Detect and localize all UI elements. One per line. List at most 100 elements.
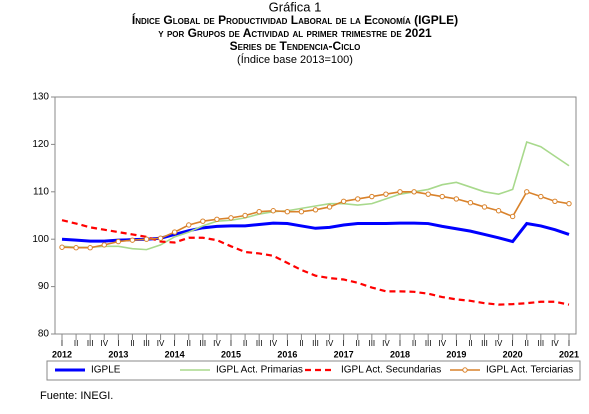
year-label: 2016	[277, 349, 297, 359]
legend-label: IGPL Act. Primarias	[216, 365, 303, 376]
year-label: 2015	[221, 349, 241, 359]
series-marker	[298, 209, 305, 215]
series-marker	[171, 229, 178, 235]
series-marker	[157, 235, 164, 241]
legend-marker	[462, 367, 468, 373]
series-marker	[481, 204, 488, 210]
x-tick-label: IV	[438, 339, 446, 348]
x-tick-label: IV	[495, 339, 503, 348]
series-marker	[326, 204, 333, 210]
year-label: 2019	[446, 349, 466, 359]
series-marker	[284, 209, 291, 215]
series-marker	[270, 208, 276, 214]
series-line	[61, 141, 570, 251]
series-note: Series de Tendencia-Ciclo	[230, 39, 361, 53]
series-marker	[340, 198, 347, 204]
x-tick-label: I	[399, 339, 401, 348]
series-marker	[425, 191, 431, 197]
x-tick-label: III	[87, 339, 94, 348]
series-marker	[397, 189, 403, 195]
x-tick-label: IV	[269, 339, 277, 348]
x-tick-label: I	[174, 339, 176, 348]
chart-label: Gráfica 1	[269, 0, 322, 14]
x-tick-label: III	[425, 339, 432, 348]
series-marker	[467, 200, 474, 206]
x-tick-label: I	[512, 339, 514, 348]
x-tick-label: IV	[157, 339, 165, 348]
series-marker	[87, 245, 93, 251]
source: Fuente: INEGI.	[40, 390, 113, 402]
x-tick-label: III	[537, 339, 544, 348]
x-tick-label: I	[61, 339, 63, 348]
series-marker	[566, 200, 572, 207]
year-label: 2021	[559, 349, 579, 359]
y-tick-label: 90	[38, 281, 50, 292]
series-marker	[383, 191, 389, 197]
x-tick-label: I	[230, 339, 232, 348]
x-tick-label: II	[130, 339, 134, 348]
y-tick-label: 100	[32, 234, 49, 245]
year-label: 2017	[334, 349, 354, 359]
series-marker	[115, 238, 122, 245]
series-marker	[355, 196, 361, 202]
chart-title: Índice Global de Productividad Laboral d…	[132, 12, 458, 27]
x-tick-label: I	[568, 339, 570, 348]
series-line	[61, 190, 570, 249]
series-marker	[312, 207, 319, 213]
series-marker	[256, 209, 262, 215]
x-tick-label: II	[525, 339, 529, 348]
legend-label: IGPL Act. Terciarias	[486, 365, 573, 376]
year-label: 2012	[52, 349, 72, 359]
x-tick-label: III	[256, 339, 263, 348]
base-note: (Índice base 2013=100)	[237, 53, 353, 66]
x-tick-label: III	[481, 339, 488, 348]
series-line	[61, 219, 570, 306]
x-tick-label: II	[356, 339, 360, 348]
legend-label: IGPLE	[91, 365, 121, 376]
plot-frame	[54, 96, 577, 335]
series-marker	[552, 198, 558, 204]
series-marker	[101, 242, 107, 248]
x-tick-label: II	[468, 339, 472, 348]
series-line	[61, 221, 570, 244]
year-label: 2013	[108, 349, 128, 359]
series-marker	[228, 215, 234, 221]
series-marker	[59, 244, 65, 250]
series-marker	[73, 245, 79, 251]
x-tick-label: I	[343, 339, 345, 348]
x-tick-label: II	[299, 339, 303, 348]
y-tick-label: 130	[32, 92, 49, 103]
chart-subtitle: y por Grupos de Actividad al primer trim…	[158, 26, 432, 40]
x-tick-label: I	[286, 339, 288, 348]
x-tick-label: I	[455, 339, 457, 348]
series-marker	[214, 216, 220, 222]
x-tick-label: IV	[326, 339, 334, 348]
x-tick-label: IV	[551, 339, 559, 348]
y-tick-label: 110	[33, 186, 49, 197]
x-tick-label: IV	[100, 339, 108, 348]
series-marker	[538, 193, 544, 200]
series-marker	[143, 236, 150, 242]
series-marker	[495, 208, 502, 214]
series-marker	[439, 193, 445, 200]
y-tick-label: 120	[32, 139, 49, 150]
series-marker	[129, 237, 136, 243]
x-tick-label: II	[74, 339, 78, 348]
series-marker	[369, 193, 375, 200]
series-marker	[242, 212, 248, 219]
series-marker	[200, 218, 206, 224]
x-tick-label: III	[199, 339, 206, 348]
year-label: 2018	[390, 349, 410, 359]
legend-frame	[46, 360, 581, 381]
series-marker	[186, 222, 192, 228]
x-tick-label: III	[143, 339, 150, 348]
x-tick-label: IV	[382, 339, 390, 348]
series-marker	[411, 189, 417, 195]
x-tick-label: II	[243, 339, 247, 348]
series-marker	[524, 189, 530, 195]
year-label: 2014	[165, 349, 185, 359]
series-marker	[453, 196, 460, 202]
x-tick-label: II	[187, 339, 191, 348]
x-tick-label: II	[412, 339, 416, 348]
